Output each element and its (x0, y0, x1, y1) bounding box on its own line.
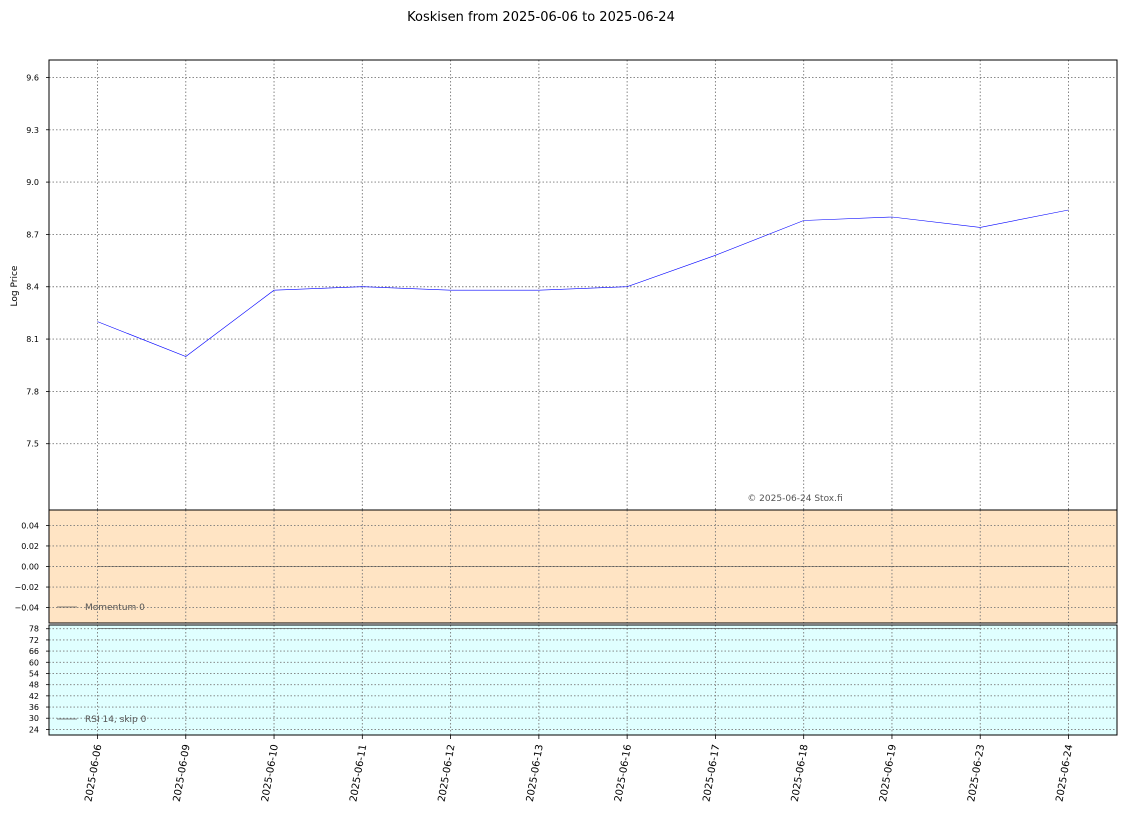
copyright-label: © 2025-06-24 Stox.fi (747, 494, 842, 504)
xtick-label: 2025-06-12 (437, 744, 458, 803)
panel-rsi-frame (48, 624, 1118, 736)
panel-rsi-ytick-label: 66 (29, 647, 39, 656)
panel-momentum-frame (48, 509, 1118, 624)
xtick-label: 2025-06-16 (613, 744, 634, 803)
panel-rsi-ytick-label: 42 (29, 692, 39, 701)
panel-rsi-background (49, 625, 1117, 735)
xtick-label: 2025-06-24 (1055, 744, 1076, 803)
panel-price-ytick-label: 9.0 (26, 178, 39, 187)
xtick-label: 2025-06-11 (348, 744, 369, 803)
panel-momentum-ytick-label: 0.04 (21, 521, 39, 530)
panel-rsi-ytick-label: 36 (29, 703, 39, 712)
panel-rsi-ytick-label: 48 (29, 681, 39, 690)
xtick-label: 2025-06-09 (172, 744, 193, 803)
panel-rsi-ytick-label: 72 (29, 636, 39, 645)
xtick-label: 2025-06-10 (260, 744, 281, 803)
xtick-label: 2025-06-17 (701, 744, 722, 803)
panel-momentum-ytick-label: −0.04 (14, 604, 39, 613)
panel-rsi-ytick-label: 24 (29, 725, 39, 734)
panel-momentum-legend-label: Momentum 0 (85, 603, 145, 613)
panel-rsi-legend-label: RSI 14, skip 0 (85, 715, 147, 725)
panel-price-ytick-label: 8.7 (26, 230, 39, 239)
panel-price-ytick-label: 7.8 (26, 387, 39, 396)
panel-rsi-ytick-label: 78 (29, 625, 39, 634)
panel-price-ytick-label: 8.4 (26, 283, 39, 292)
panel-price-series-line (97, 209, 1069, 357)
panel-price-ytick-label: 9.3 (26, 126, 39, 135)
panel-rsi-ytick-label: 30 (29, 714, 39, 723)
panel-momentum-ytick-label: 0.02 (21, 542, 39, 551)
panel-price-background (49, 60, 1117, 510)
panel-rsi-ytick-label: 54 (29, 669, 39, 678)
xtick-label: 2025-06-18 (790, 744, 811, 803)
panel-momentum-ytick-label: −0.02 (14, 583, 39, 592)
panel-price-ytick-label: 9.6 (26, 73, 39, 82)
panel-price-ylabel: Log Price (10, 265, 20, 306)
xtick-label: 2025-06-19 (878, 744, 899, 803)
chart-title: Koskisen from 2025-06-06 to 2025-06-24 (407, 10, 675, 25)
panel-price-ytick-label: 8.1 (26, 335, 39, 344)
panel-price-ytick-label: 7.5 (26, 440, 39, 449)
panel-rsi-ytick-label: 60 (29, 658, 39, 667)
xtick-label: 2025-06-13 (525, 744, 546, 803)
xtick-label: 2025-06-06 (84, 744, 105, 803)
xtick-label: 2025-06-23 (966, 744, 987, 803)
panel-momentum-ytick-label: 0.00 (21, 563, 39, 572)
